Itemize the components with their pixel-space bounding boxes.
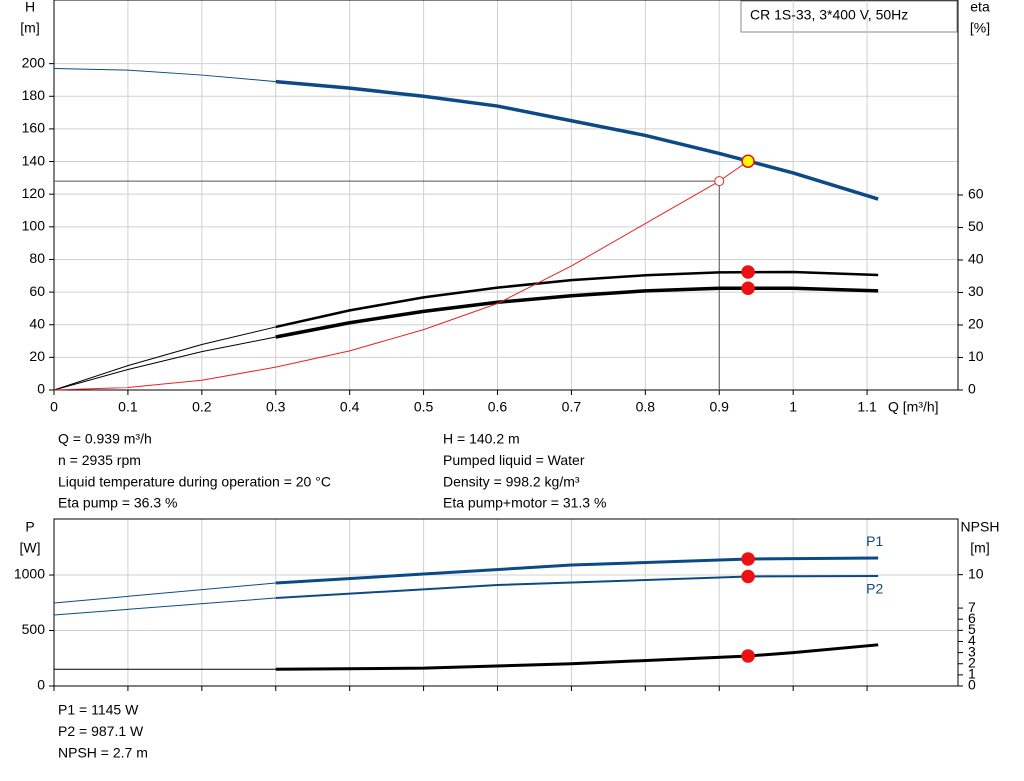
operating-point [741,281,755,296]
y2-tick-label: 10 [968,348,984,364]
y2-tick-label: 40 [968,251,984,267]
x-tick-label: 0.7 [562,399,582,415]
curve [275,286,879,339]
y2-tick-label: 20 [968,316,984,332]
y2-tick-label: 0 [968,381,976,397]
title-box [740,0,958,33]
y-tick-label: 60 [29,283,45,299]
y2-axis-label: NPSH [961,519,1000,535]
chart-title: CR 1S-33, 3*400 V, 50Hz [750,7,908,23]
curve [53,597,276,616]
curve [275,643,879,671]
y2-axis-label: eta [970,0,990,15]
x-axis-label: Q [m³/h] [888,399,939,415]
x-tick-label: 0.6 [488,399,508,415]
duty-point [714,176,725,187]
readout: n = 2935 rpm [58,452,141,468]
x-tick-label: 0.8 [636,399,656,415]
readout: P1 = 1145 W [58,702,139,718]
x-tick-label: 0 [50,399,58,415]
operating-point [741,154,755,168]
y-tick-label: 140 [22,152,46,168]
operating-point [741,649,755,663]
curve [275,79,879,201]
plot-frame [53,0,959,391]
readout: Eta pump+motor = 31.3 % [443,495,606,511]
readout: Liquid temperature during operation = 20… [58,473,331,489]
series-label: P1 [866,533,883,549]
x-tick-label: 0.5 [414,399,434,415]
y-tick-label: 120 [22,185,46,201]
operating-point [741,552,755,566]
y-tick-label: 0 [37,381,45,397]
y-tick-label: 180 [22,87,46,103]
y2-tick-label: 60 [968,186,984,202]
y-tick-label: 200 [22,54,46,70]
y-tick-label: 500 [22,621,46,637]
y2-tick-label: 5 [968,621,976,637]
readout: Pumped liquid = Water [443,452,585,468]
x-tick-label: 0.1 [118,399,138,415]
y2-tick-label: 6 [968,610,976,626]
x-tick-label: 0.4 [340,399,360,415]
plot-frame [53,518,959,687]
operating-point [741,569,755,584]
curve [53,326,276,391]
y-axis-label: P [25,519,34,535]
y2-tick-label: 50 [968,218,984,234]
curve [275,556,879,585]
readout: Density = 998.2 kg/m³ [443,473,580,489]
y-tick-label: 1000 [14,566,45,582]
x-tick-label: 1.1 [857,399,877,415]
y-tick-label: 0 [37,677,45,693]
x-tick-label: 0.3 [266,399,286,415]
y-axis-label: H [25,0,35,15]
readout: P2 = 987.1 W [58,723,144,739]
readout: Eta pump = 36.3 % [58,495,177,511]
readout: H = 140.2 m [443,431,520,447]
x-tick-label: 0.9 [710,399,730,415]
readout: NPSH = 2.7 m [58,744,148,760]
operating-point [741,265,755,279]
x-tick-label: 0.2 [192,399,212,415]
y2-tick-label: 10 [968,565,984,581]
y2-tick-label: 1 [968,666,976,682]
y2-tick-label: 3 [968,643,976,659]
y-tick-label: 160 [22,120,46,136]
y2-tick-label: 0 [968,677,976,693]
curve [53,160,749,391]
y2-axis-unit: [m] [970,540,989,556]
x-tick-label: 1 [789,399,797,415]
y-tick-label: 100 [22,218,46,234]
curve [53,582,276,604]
y2-tick-label: 4 [968,632,976,648]
y2-tick-label: 30 [968,283,984,299]
y-axis-unit: [W] [20,540,41,556]
curve [53,336,276,391]
curve [53,68,276,83]
curve [275,575,879,600]
y-axis-unit: [m] [20,20,39,36]
y-tick-label: 40 [29,315,45,331]
y2-tick-label: 7 [968,599,976,615]
series-label: P2 [866,581,883,597]
readout: Q = 0.939 m³/h [58,431,152,447]
y2-tick-label: 2 [968,654,976,670]
curve [275,270,879,329]
y2-axis-unit: [%] [970,20,990,36]
y-tick-label: 80 [29,250,45,266]
y-tick-label: 20 [29,348,45,364]
